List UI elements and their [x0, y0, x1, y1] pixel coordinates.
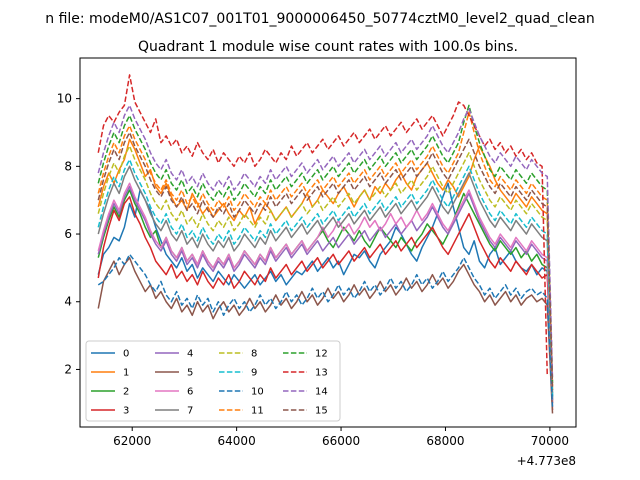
y-tick-label: 2 — [64, 362, 72, 376]
x-tick-label: 64000 — [218, 434, 256, 448]
legend-label: 5 — [187, 368, 193, 379]
y-axis: 2 4 6 8 10 — [57, 92, 80, 376]
series-line-9 — [97, 158, 554, 397]
legend-label: 7 — [187, 406, 193, 417]
legend-label: 8 — [251, 349, 257, 360]
series-line-4 — [97, 185, 554, 404]
series-line-5 — [97, 256, 554, 414]
legend-label: 15 — [315, 406, 328, 417]
x-axis: 62000 64000 66000 68000 70000 — [113, 427, 569, 448]
legend-label: 11 — [251, 406, 264, 417]
x-offset-label: +4.773e8 — [517, 454, 576, 468]
x-tick-label: 68000 — [426, 434, 464, 448]
series-line-14 — [97, 104, 554, 380]
legend-label: 4 — [187, 349, 193, 360]
series-line-7 — [97, 165, 554, 394]
series-line-11 — [97, 111, 554, 387]
legend-label: 0 — [123, 349, 129, 360]
series-line-12 — [97, 104, 554, 384]
legend-box — [85, 340, 341, 422]
series-line-0 — [97, 182, 554, 397]
y-tick-label: 10 — [57, 92, 72, 106]
y-tick-label: 4 — [64, 295, 72, 309]
y-tick-label: 6 — [64, 227, 72, 241]
x-tick-label: 62000 — [113, 434, 151, 448]
chart-title: Quadrant 1 module wise count rates with … — [138, 39, 518, 55]
x-tick-label: 70000 — [531, 434, 569, 448]
x-tick-label: 66000 — [322, 434, 360, 448]
axes-frame — [79, 57, 577, 428]
y-tick-label: 8 — [64, 159, 72, 173]
legend-label: 13 — [315, 368, 328, 379]
plot-area — [97, 74, 554, 414]
legend-label: 2 — [123, 387, 129, 398]
legend-label: 14 — [315, 387, 328, 398]
legend-label: 6 — [187, 387, 193, 398]
series-line-3 — [97, 196, 554, 411]
series-line-6 — [97, 182, 554, 400]
legend-label: 10 — [251, 387, 264, 398]
legend-label: 9 — [251, 368, 257, 379]
series-line-15 — [97, 131, 554, 390]
legend-label: 12 — [315, 349, 328, 360]
series-line-13 — [97, 74, 549, 377]
series-line-10 — [97, 253, 554, 407]
figure-suptitle: n file: modeM0/AS1C07_001T01_9000006450_… — [45, 11, 594, 27]
series-line-8 — [97, 145, 554, 390]
legend-label: 1 — [123, 368, 129, 379]
legend-label: 3 — [123, 406, 129, 417]
